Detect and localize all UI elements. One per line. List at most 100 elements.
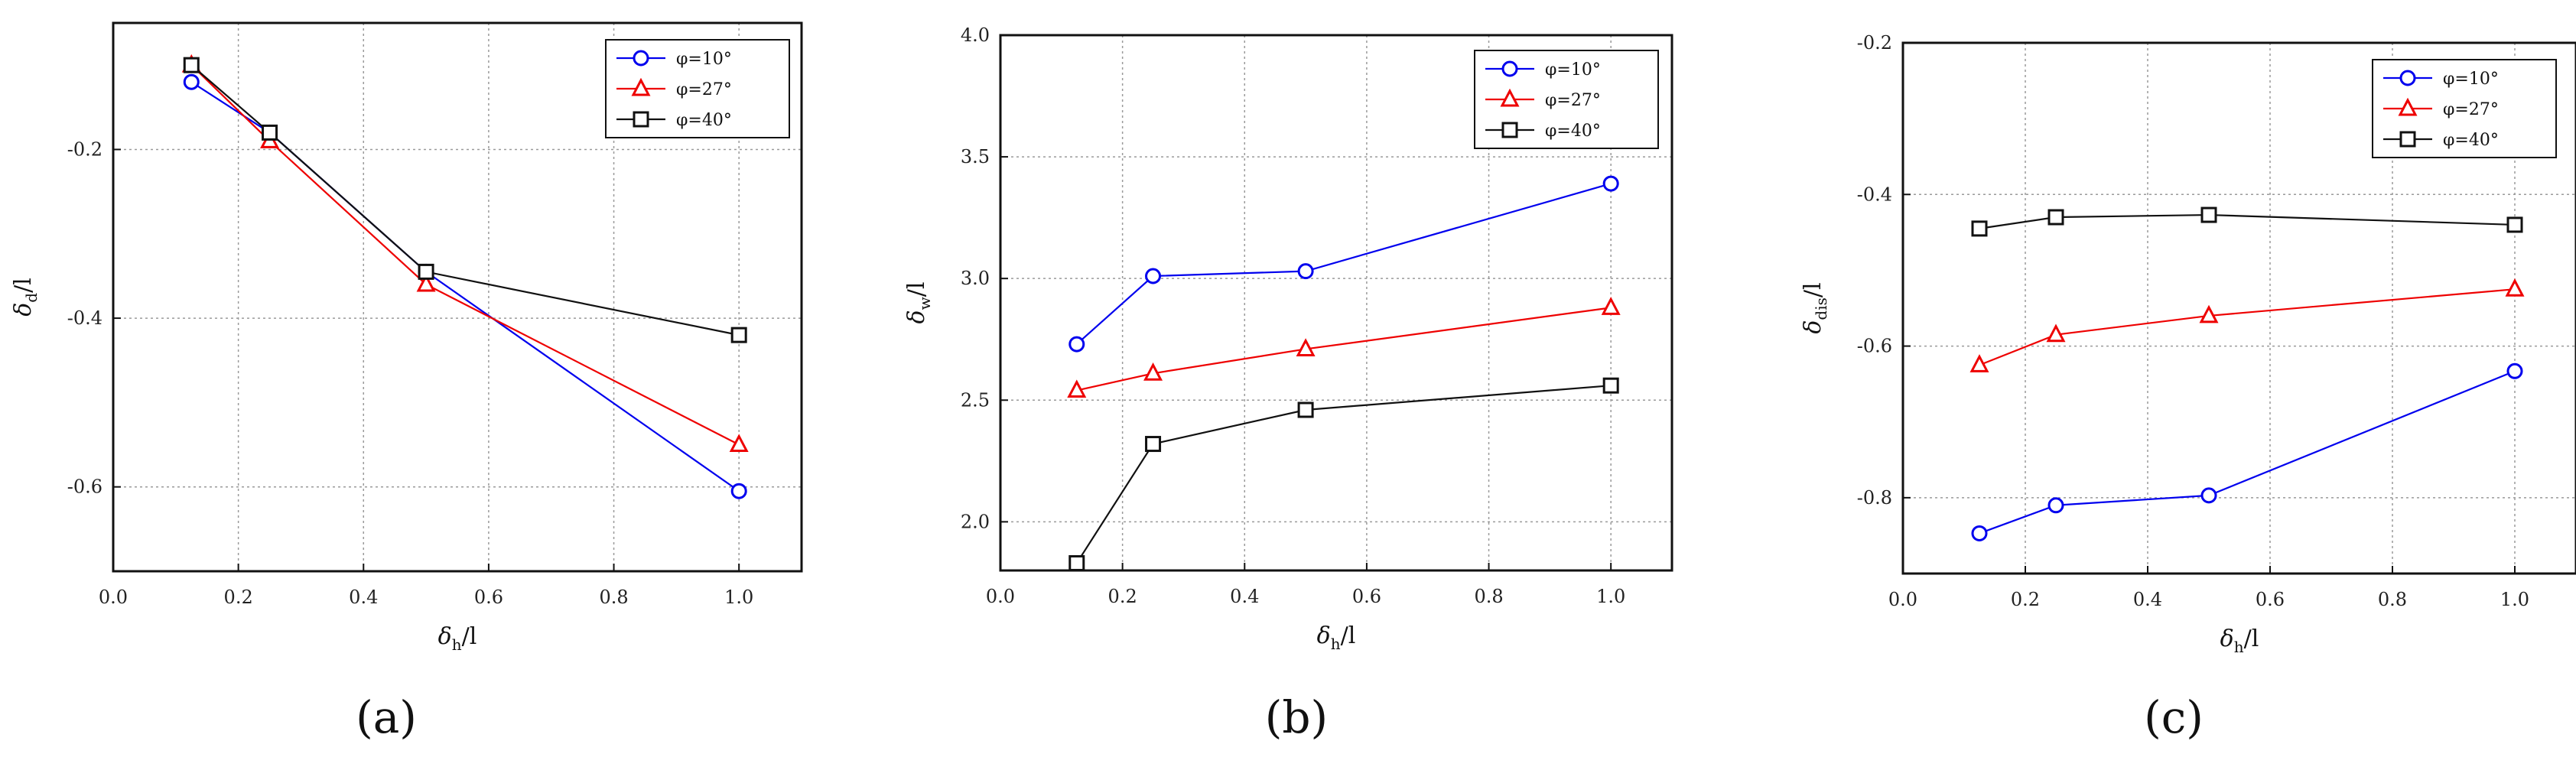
y-axis-label-subscript: dis (1812, 297, 1830, 320)
x-tick-label: 0.4 (1230, 586, 1259, 607)
series-line-2 (190, 64, 740, 446)
data-point (262, 124, 278, 141)
chart-panel-1: 0.0 0.2 0.4 0.6 0.8 1.0-0.6-0.4-0.2δh/lδd/lφ=… (10, 21, 803, 654)
legend-marker (1501, 122, 1518, 138)
series-line-1 (1979, 370, 2516, 535)
data-point (1297, 401, 1314, 418)
x-tick-label: 0.0 (986, 586, 1015, 607)
data-point (1067, 379, 1087, 398)
x-axis-label-unit: /l (2244, 626, 2259, 652)
x-axis-label: δh/l (2220, 626, 2259, 656)
x-tick-label: 0.0 (99, 587, 128, 608)
plot-frame (112, 21, 803, 573)
data-point (183, 73, 200, 90)
x-axis-label-subscript: h (452, 635, 462, 654)
legend-marker (633, 50, 649, 67)
x-tick-label: 0.8 (2378, 589, 2407, 610)
y-tick-label: 3.5 (961, 146, 990, 167)
legend-label: φ=27° (676, 80, 732, 99)
legend-marker (2399, 70, 2416, 86)
x-axis-label-symbol: δ (438, 623, 452, 650)
y-axis-label: δd/l (10, 278, 41, 317)
x-axis-label-subscript: h (2234, 638, 2244, 656)
data-point (730, 483, 747, 499)
panel-label: (c) (2144, 691, 2204, 743)
y-tick-label: -0.4 (67, 307, 102, 329)
legend-label: φ=40° (676, 111, 732, 130)
legend-label: φ=40° (2443, 131, 2499, 150)
legend: φ=10° φ=27° φ=40° (1474, 50, 1659, 149)
data-point (1145, 268, 1162, 284)
legend-marker (2399, 131, 2416, 148)
series-line-3 (190, 64, 740, 336)
x-axis-label-symbol: δ (1317, 622, 1331, 649)
legend: φ=10° φ=27° φ=40° (2372, 59, 2557, 158)
x-tick-label: 0.6 (1352, 586, 1381, 607)
data-point (2200, 206, 2217, 223)
data-point (416, 273, 436, 292)
y-tick-label: -0.2 (1857, 32, 1892, 54)
data-point (1296, 338, 1316, 356)
x-axis-label: δh/l (1317, 622, 1356, 653)
data-point (1068, 554, 1085, 571)
x-tick-label: 1.0 (2500, 589, 2529, 610)
y-axis-label: δdis/l (1800, 282, 1830, 333)
x-axis-label-unit: /l (462, 623, 477, 650)
x-tick-label: 0.4 (349, 587, 378, 608)
y-axis-label-symbol: δ (10, 303, 37, 317)
data-point (1297, 263, 1314, 280)
x-tick-label: 0.6 (2256, 589, 2285, 610)
y-tick-label: 2.0 (961, 511, 990, 532)
y-axis-label-symbol: δ (903, 310, 930, 323)
series-line-2 (1076, 307, 1612, 392)
legend-marker (1501, 60, 1518, 77)
x-tick-label: 1.0 (724, 587, 753, 608)
y-tick-label: 3.0 (961, 268, 990, 289)
data-point (418, 263, 434, 280)
chart-panel-3: 0.0 0.2 0.4 0.6 0.8 1.0-0.8-0.6-0.4-0.2δh/lδd… (1800, 32, 2576, 656)
y-tick-label: -0.4 (1857, 184, 1892, 205)
x-tick-label: 0.8 (1474, 586, 1503, 607)
data-point (1969, 354, 1989, 372)
data-point (2505, 278, 2525, 297)
chart-panel-2: 0.0 0.2 0.4 0.6 0.8 1.02.02.53.03.54.0δh/lδw/… (903, 24, 1673, 653)
y-axis-label-unit: /l (10, 278, 37, 293)
y-tick-label: -0.6 (67, 476, 102, 498)
y-tick-label: -0.2 (67, 138, 102, 160)
x-axis-label: δh/l (438, 623, 477, 654)
legend-label: φ=10° (676, 50, 732, 69)
x-tick-label: 0.8 (599, 587, 628, 608)
data-point (183, 57, 200, 73)
data-point (2046, 323, 2066, 343)
y-axis-label: δw/l (903, 282, 934, 324)
legend: φ=10° φ=27° φ=40° (605, 39, 790, 138)
x-axis-label-symbol: δ (2220, 626, 2234, 652)
data-point (2506, 216, 2523, 233)
panel-label: (b) (1265, 691, 1328, 743)
data-point (1601, 297, 1621, 315)
y-axis-label-symbol: δ (1800, 320, 1826, 334)
x-axis-label-subscript: h (1331, 635, 1341, 653)
legend-marker (2398, 97, 2418, 116)
data-point (2199, 304, 2219, 323)
data-point (730, 327, 747, 343)
legend-label: φ=27° (2443, 100, 2499, 119)
legend-label: φ=27° (1545, 91, 1601, 110)
legend-label: φ=10° (2443, 70, 2499, 89)
y-tick-label: -0.6 (1857, 336, 1892, 357)
y-tick-label: 4.0 (961, 24, 990, 46)
series-line-1 (1076, 183, 1612, 345)
y-tick-label: 2.5 (961, 389, 990, 411)
legend-marker (631, 77, 651, 96)
data-point (1602, 377, 1619, 394)
y-tick-label: -0.8 (1857, 487, 1892, 509)
series-line-3 (1075, 385, 1612, 564)
legend-label: φ=40° (1545, 122, 1601, 141)
x-tick-label: 1.0 (1596, 586, 1625, 607)
y-axis-label-subscript: d (22, 293, 41, 303)
y-axis-label-subscript: w (916, 297, 934, 310)
series-line-3 (1979, 213, 2516, 229)
data-point (1145, 436, 1162, 453)
data-point (2047, 497, 2064, 514)
